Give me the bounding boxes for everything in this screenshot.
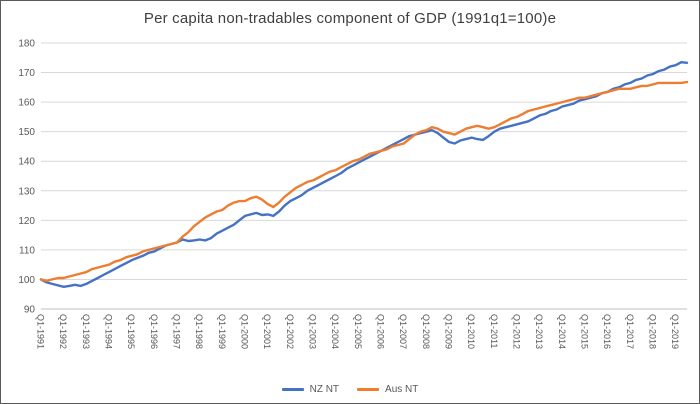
y-tick-label: 180 — [18, 39, 35, 50]
legend-label: NZ NT — [309, 383, 340, 395]
x-tick-label: Q1-1991 — [36, 314, 46, 349]
y-tick-label: 130 — [18, 186, 35, 197]
x-tick-label: Q1-2017 — [625, 314, 635, 349]
x-tick-label: Q1-2006 — [376, 314, 386, 349]
y-tick-label: 110 — [19, 245, 35, 256]
x-tick-label: Q1-1996 — [149, 314, 159, 349]
y-tick-label: 120 — [18, 216, 35, 227]
y-tick-label: 90 — [24, 305, 36, 316]
legend-swatch — [357, 387, 380, 391]
y-tick-label: 160 — [18, 98, 35, 109]
x-tick-label: Q1-2007 — [398, 314, 408, 349]
x-tick-label: Q1-2011 — [489, 314, 499, 348]
legend-swatch — [281, 387, 304, 391]
x-tick-label: Q1-1993 — [81, 314, 91, 349]
series-line-nz-nt — [39, 61, 689, 289]
x-tick-label: Q1-2000 — [240, 314, 250, 349]
x-tick-label: Q1-2019 — [670, 314, 680, 349]
x-tick-label: Q1-1999 — [217, 314, 227, 349]
y-tick-label: 100 — [18, 275, 35, 286]
x-tick-label: Q1-2015 — [580, 314, 590, 349]
x-tick-label: Q1-1995 — [126, 314, 136, 349]
y-tick-label: 150 — [18, 127, 35, 138]
x-tick-label: Q1-2016 — [602, 314, 612, 349]
x-tick-label: Q1-2001 — [262, 314, 272, 349]
plot-area: 90 100 110 120 130 140 150 160 170 180 Q1-1991 Q1-1… — [1, 35, 699, 375]
x-tick-label: Q1-2004 — [330, 314, 340, 349]
legend-label: Aus NT — [385, 383, 419, 395]
x-tick-label: Q1-1998 — [194, 314, 204, 349]
x-tick-label: Q1-2002 — [285, 314, 295, 349]
legend-item-nz-nt: NZ NT — [281, 383, 340, 395]
x-tick-label: Q1-2010 — [466, 314, 476, 349]
x-tick-label: Q1-2009 — [444, 314, 454, 349]
x-tick-label: Q1-2008 — [421, 314, 431, 349]
x-tick-label: Q1-1997 — [172, 314, 182, 349]
y-tick-label: 170 — [18, 68, 35, 79]
series-line-aus-nt — [39, 80, 689, 283]
chart-title: Per capita non-tradables component of GD… — [143, 10, 557, 27]
x-tick-label: Q1-2012 — [512, 314, 522, 349]
x-tick-label: Q1-2018 — [648, 314, 658, 349]
x-tick-label: Q1-1994 — [104, 314, 114, 349]
x-tick-label: Q1-2013 — [534, 314, 544, 349]
chart-legend: NZ NT Aus NT — [1, 375, 699, 403]
line-chart: 90 100 110 120 130 140 150 160 170 180 Q1-1991 Q1-1… — [18, 39, 689, 349]
y-tick-label: 140 — [18, 157, 35, 168]
legend-item-aus-nt: Aus NT — [357, 384, 418, 395]
x-tick-label: Q1-1992 — [58, 314, 68, 349]
x-tick-label: Q1-2003 — [308, 314, 318, 349]
x-tick-label: Q1-2005 — [353, 314, 363, 349]
x-tick-label: Q1-2014 — [557, 314, 567, 349]
